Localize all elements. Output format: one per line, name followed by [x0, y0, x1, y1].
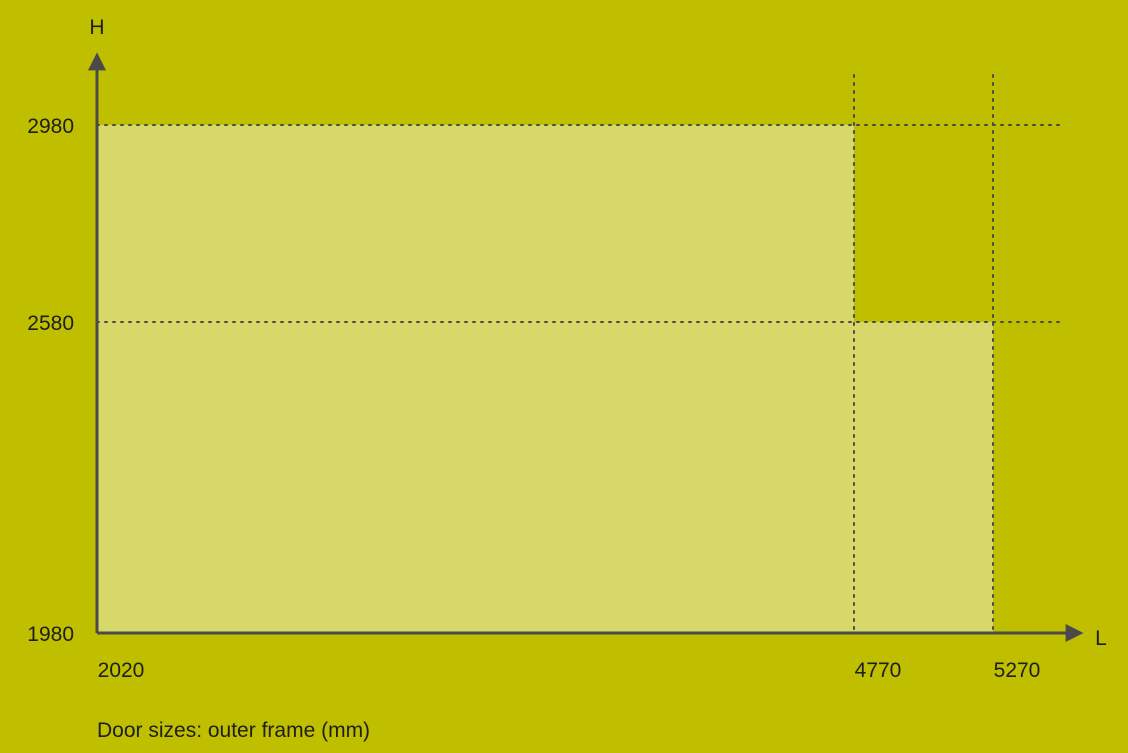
x-axis-label: L [1095, 627, 1107, 650]
y-tick-label-1980: 1980 [27, 623, 74, 646]
chart-caption: Door sizes: outer frame (mm) [97, 719, 371, 742]
x-tick-label-2020: 2020 [98, 659, 145, 682]
size-region [97, 125, 993, 633]
y-tick-label-2980: 2980 [27, 115, 74, 138]
y-axis-label: H [89, 16, 104, 39]
x-tick-label-4770: 4770 [855, 659, 902, 682]
y-tick-label-2580: 2580 [27, 312, 74, 335]
x-tick-label-5270: 5270 [994, 659, 1041, 682]
